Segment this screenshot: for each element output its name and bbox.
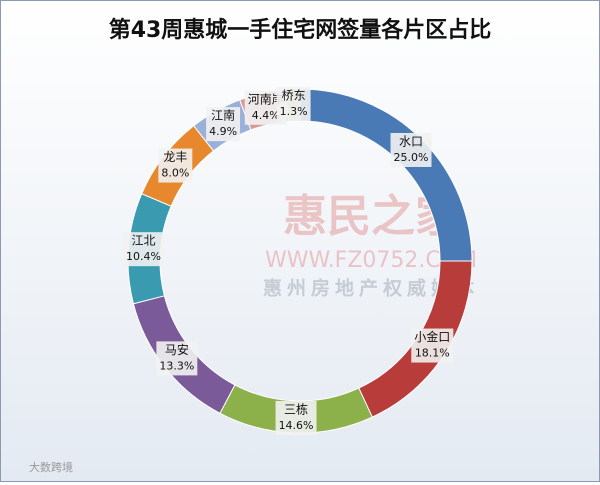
category-label: 江南 (211, 108, 235, 123)
label-box (275, 400, 317, 435)
value-label: 18.1% (415, 347, 450, 360)
chart-title: 第43周惠城一手住宅网签量各片区占比 (109, 17, 492, 43)
label-box (122, 232, 164, 267)
value-label: 13.3% (159, 359, 194, 372)
data-label: 三栋 14.6% (275, 400, 317, 435)
label-box (276, 87, 311, 122)
category-label: 水口 (399, 134, 423, 148)
label-box (411, 328, 454, 363)
value-label: 10.4% (126, 250, 161, 263)
watermark: 大数跨境 (29, 460, 73, 474)
data-label: 小金口 18.1% (411, 328, 454, 363)
category-label: 江北 (131, 234, 155, 248)
value-label: 14.6% (279, 419, 314, 432)
label-box (390, 132, 432, 167)
category-label: 马安 (165, 342, 189, 357)
value-label: 4.4% (252, 109, 280, 122)
label-box (158, 148, 193, 183)
data-label: 江南 4.9% (206, 107, 241, 142)
value-label: 25.0% (394, 151, 429, 164)
value-label: 4.9% (209, 125, 237, 138)
value-label: 8.0% (161, 167, 189, 180)
watermark: 惠州房地产权威媒体 (263, 277, 479, 300)
data-label: 龙丰 8.0% (158, 148, 193, 183)
data-label: 桥东 1.3% (276, 87, 311, 122)
category-label: 桥东 (282, 89, 306, 103)
data-label: 水口 25.0% (390, 132, 432, 167)
category-label: 河南岸 (248, 91, 284, 106)
data-label: 马安 13.3% (156, 341, 198, 376)
category-label: 龙丰 (163, 150, 187, 164)
value-label: 1.3% (280, 105, 308, 118)
data-label: 江北 10.4% (122, 232, 164, 267)
category-label: 小金口 (414, 329, 450, 344)
label-box (206, 107, 241, 142)
label-box (156, 341, 198, 376)
category-label: 三栋 (284, 401, 308, 416)
